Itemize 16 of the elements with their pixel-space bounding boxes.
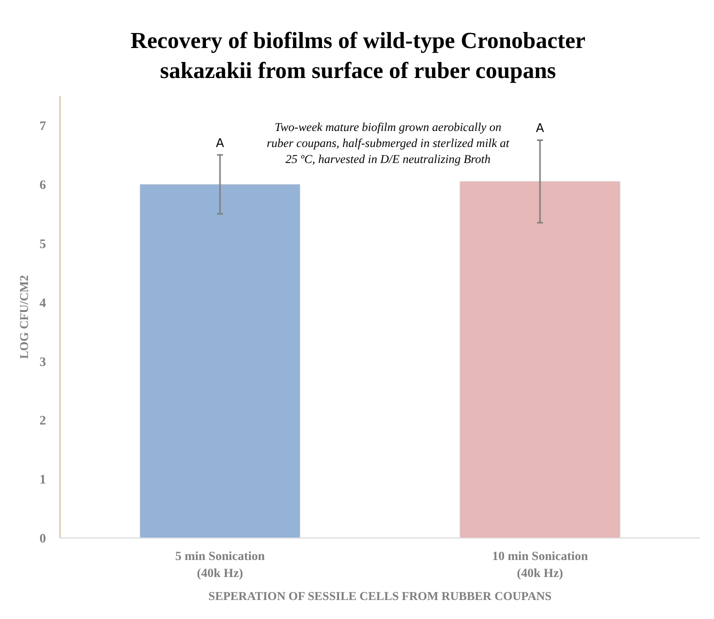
y-tick-label: 2: [40, 412, 46, 428]
y-tick-label: 7: [40, 118, 46, 134]
x-tick-label: 5 min Sonication (40k Hz): [175, 549, 265, 580]
chart-title: Recovery of biofilms of wild-type Cronobacter sakazakii from surface of ruber coupans: [130, 28, 586, 83]
y-tick-label: 5: [40, 236, 46, 251]
x-tick-label: 10 min Sonication (40k Hz): [492, 549, 588, 580]
annotation: Two-week mature biofilm grown aerobically on ruber coupans, half-submerged in sterlized milk at 25 ºC, harvested in D/E neutralizing Broth: [266, 120, 510, 166]
y-tick-label: 4: [40, 294, 46, 310]
annotation: A: [216, 136, 225, 150]
y-axis-title: LOG CFU/CM2: [17, 275, 31, 359]
y-tick-label: 3: [40, 354, 46, 369]
y-tick-label: 1: [40, 472, 46, 487]
y-tick-label: 0: [40, 530, 46, 546]
annotation: A: [536, 121, 545, 136]
y-tick-label: 6: [40, 176, 46, 192]
x-axis-title: SEPERATION OF SESSILE CELLS FROM RUBBER COUPANS: [208, 589, 552, 603]
